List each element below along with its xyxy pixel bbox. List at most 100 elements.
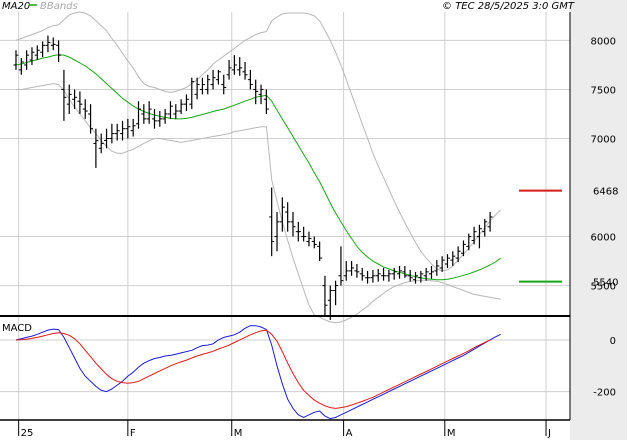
price-bar [215,69,221,85]
price-bar [231,55,237,75]
price-bar [482,218,488,237]
price-bar [77,91,83,114]
price-bar [40,41,46,58]
price-bar [263,89,269,114]
macd-tick-label: 0 [610,336,616,347]
macd-lines [15,325,501,420]
price-bar [136,101,142,129]
price-bar [242,62,248,80]
price-bar [189,77,195,110]
price-bar [279,197,285,232]
price-bar [466,233,472,251]
price-bar [487,212,493,232]
support-level-label: 5540 [593,278,618,289]
price-bar [333,280,339,306]
price-bar [269,187,275,257]
price-bar [365,270,371,284]
resistance-level-label: 6468 [593,187,618,198]
price-bar [274,212,280,252]
time-tick-label: A [346,428,353,439]
price-bar [290,212,296,237]
price-bar [423,267,429,281]
price-bar [247,69,253,90]
price-bar [311,236,317,249]
bbands-lower-line [16,83,501,324]
macd-line [15,325,501,420]
ma20-legend-label: MA20 [2,1,30,12]
time-tick-label: M [447,428,456,439]
macd-panel-label: MACD [2,323,32,334]
price-bar [471,226,477,245]
price-bar [444,254,450,268]
price-panel [0,12,570,315]
price-bar [301,226,307,242]
price-bar [338,246,344,286]
price-bar [82,99,88,119]
price-bar [407,269,413,282]
price-tick-label: 7500 [591,85,616,96]
price-bar [157,111,163,127]
price-bar [205,74,211,95]
bbands-legend-label: BBands [40,1,78,12]
price-bar [141,104,147,124]
gridlines [0,12,570,420]
price-bar [418,270,424,283]
bbands-upper-line [15,11,502,272]
price-bar [455,246,461,263]
price-bar [359,267,365,281]
price-bar [120,120,126,141]
price-bar [61,69,67,121]
price-bar [439,256,445,272]
price-bar [428,265,434,279]
price-bar [295,221,301,242]
price-bar [354,264,360,278]
price-bar [413,271,419,284]
y-tick-labels: 8000 7500 7000 6000 5500 0 -200 [591,36,616,398]
price-bar [178,99,184,114]
price-bar [125,118,131,139]
source-timestamp: © TEC 28/5/2025 3:0 GMT [442,1,575,12]
price-bar [88,104,94,134]
macd-panel [0,318,570,420]
price-bar [237,57,243,76]
macd-tick-label: -200 [593,388,616,399]
price-axis-panel [570,0,627,440]
price-tick-label: 8000 [591,36,616,47]
price-bar [29,47,35,65]
price-bar [93,128,99,168]
price-bar [210,69,216,90]
time-tick-label: F [130,428,136,439]
price-bar [306,231,312,247]
price-bar [151,109,157,129]
price-bar [66,84,72,114]
price-bar [343,261,349,281]
price-bar [45,35,51,53]
price-bar [258,84,264,105]
price-bar [13,50,19,70]
price-bar [114,123,120,141]
price-bar [183,94,189,112]
x-tick-labels: 25 F M A M J [18,420,551,439]
macd-signal-line [15,329,491,409]
price-bar [199,77,205,95]
price-bar [381,267,387,281]
price-tick-label: 5500 [591,282,616,293]
price-bar [226,60,232,80]
price-bar [397,265,403,279]
price-bar [317,241,323,262]
price-bar [322,275,328,315]
price-bar [50,37,56,51]
price-bar [72,89,78,110]
price-bar [450,251,456,266]
price-bar [130,118,136,137]
price-bar [370,269,376,283]
price-bar [386,269,392,282]
price-bar [98,133,104,154]
price-bar [285,202,291,232]
price-bar [162,109,168,124]
price-bar [56,40,62,63]
price-bar [167,101,173,119]
price-bar [194,77,200,100]
